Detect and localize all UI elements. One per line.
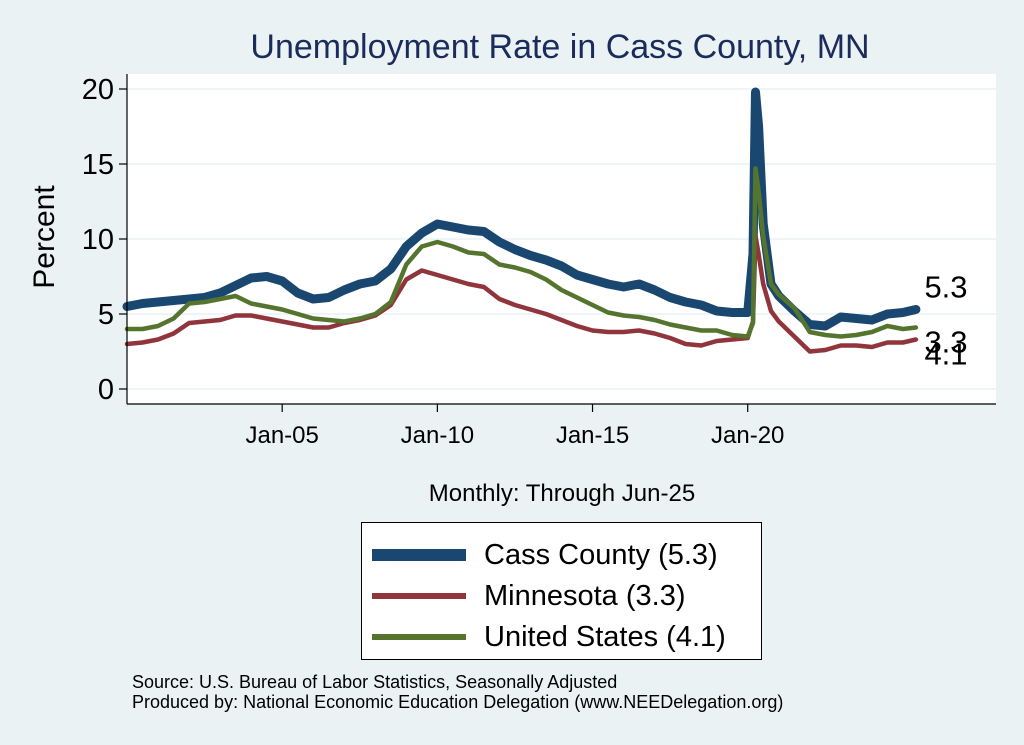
x-axis-caption: Monthly: Through Jun-25 — [429, 480, 695, 507]
legend-label-minnesota: Minnesota (3.3) — [484, 579, 686, 612]
legend-item-minnesota: Minnesota (3.3) — [372, 576, 686, 616]
y-tick-label: 0 — [98, 374, 114, 406]
series-layer — [122, 87, 921, 354]
y-tick-label: 15 — [82, 149, 114, 181]
x-tick-label: Jan-05 — [245, 422, 318, 449]
source-line: Source: U.S. Bureau of Labor Statistics,… — [132, 672, 618, 692]
legend-item-united-states: United States (4.1) — [372, 617, 726, 657]
y-axis-label: Percent — [28, 185, 61, 289]
legend-item-cass-county: Cass County (5.3) — [372, 535, 718, 575]
x-tick-label: Jan-15 — [556, 422, 629, 449]
y-tick-label: 5 — [98, 299, 114, 331]
y-tick-label: 20 — [82, 74, 114, 106]
source-note: Source: U.S. Bureau of Labor Statistics,… — [132, 672, 783, 712]
legend-label-cass-county: Cass County (5.3) — [484, 538, 718, 571]
axis-layer: 0 5 10 15 20 Jan-05 Jan-10 Jan-15 Jan-20 — [82, 74, 996, 449]
end-label-united-states: 4.1 — [924, 337, 967, 372]
legend-swatch-minnesota — [372, 593, 466, 599]
x-tick-label: Jan-10 — [401, 422, 474, 449]
legend-swatch-united-states — [372, 634, 466, 640]
x-tick-label: Jan-20 — [711, 422, 784, 449]
producer-line: Produced by: National Economic Education… — [132, 692, 784, 712]
legend-swatch-cass-county — [372, 549, 466, 561]
end-label-minnesota: 3.3 — [924, 325, 967, 360]
legend: Cass County (5.3) Minnesota (3.3) United… — [361, 522, 762, 660]
series-line-united-states — [124, 166, 919, 339]
chart-title: Unemployment Rate in Cass County, MN — [250, 28, 869, 66]
series-line-minnesota — [124, 233, 919, 354]
end-label-layer: 5.3 3.34.1 — [924, 270, 967, 372]
legend-label-united-states: United States (4.1) — [484, 620, 726, 653]
end-label-cass-county: 5.3 — [924, 270, 967, 305]
y-tick-label: 10 — [82, 224, 114, 256]
